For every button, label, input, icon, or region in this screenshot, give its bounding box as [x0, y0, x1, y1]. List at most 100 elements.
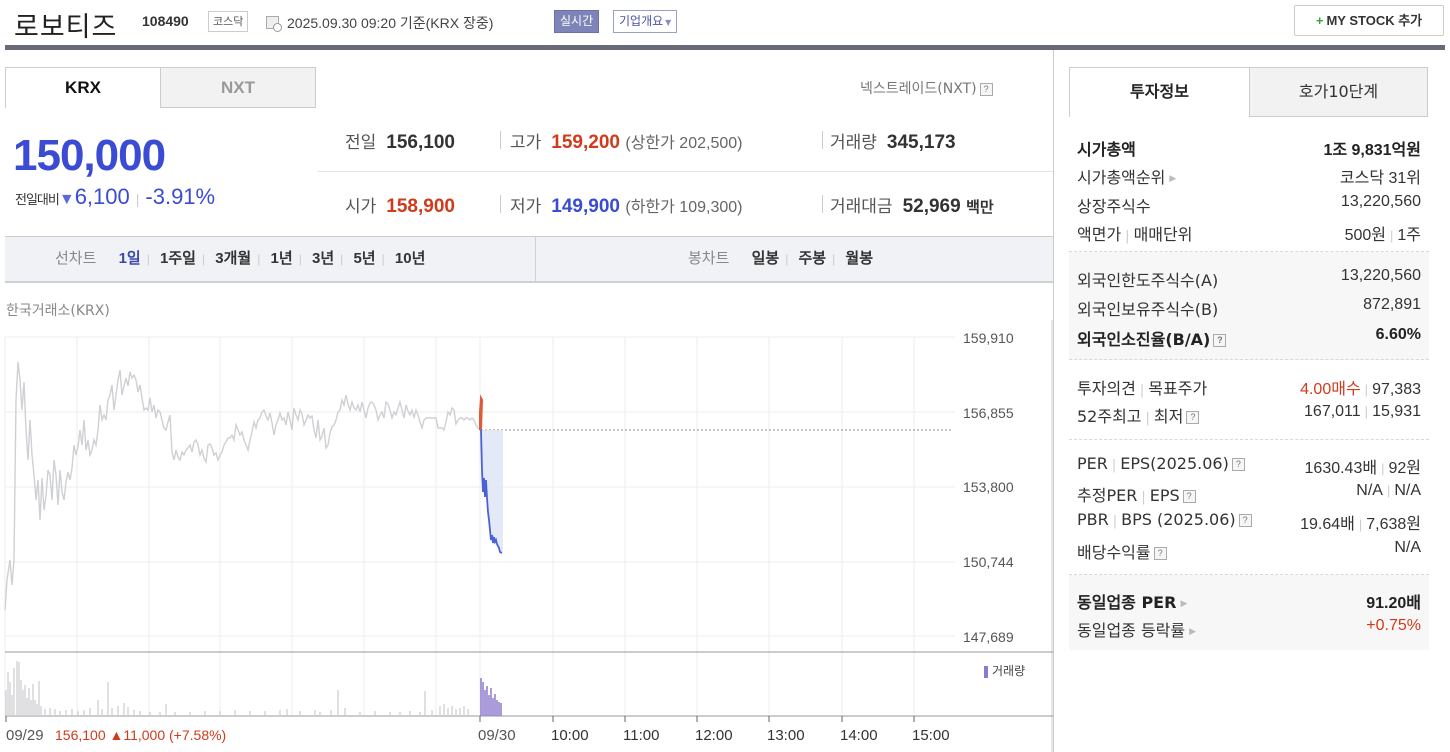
separator: |: [1358, 517, 1363, 532]
open-label: 시가: [345, 197, 377, 217]
tab-nxt[interactable]: NXT: [160, 67, 316, 108]
bps-label: BPS (2025.06): [1121, 510, 1236, 529]
add-mystock-label: MY STOCK 추가: [1326, 13, 1423, 28]
est-per-label-text: 추정PER: [1077, 486, 1138, 505]
sector-per-value: 91.20배: [1366, 595, 1421, 612]
separator: [822, 195, 823, 213]
stock-code: 108490: [142, 13, 189, 29]
x-tick-label: 09/30: [478, 727, 516, 744]
candle-chart-periods: 봉차트 일봉 | 주봉 | 월봉: [688, 237, 879, 281]
trade-value: 52,969: [902, 196, 961, 217]
trade-value-label: 거래대금: [830, 197, 893, 217]
period-1w[interactable]: 1주일: [160, 250, 196, 267]
period-3y[interactable]: 3년: [311, 250, 335, 267]
separator: [500, 131, 501, 149]
separator: |: [832, 252, 836, 266]
nxt-link-label: 넥스트레이드(NXT): [860, 81, 977, 97]
market-badge: 코스닥: [208, 11, 249, 32]
sector-per-row[interactable]: 동일업종 PER ▶ 91.20배: [1077, 589, 1421, 617]
sector-section: 동일업종 PER ▶ 91.20배 동일업종 등락률 ▶ +0.75%: [1069, 575, 1429, 650]
plus-icon: +: [1315, 13, 1324, 28]
sector-change-row[interactable]: 동일업종 등락률 ▶ +0.75%: [1077, 617, 1421, 645]
panel-divider: [1053, 50, 1054, 752]
company-overview-label: 기업개요: [619, 14, 664, 28]
help-icon[interactable]: ?: [1182, 490, 1196, 503]
help-icon[interactable]: ?: [1231, 458, 1245, 471]
candle-weekly[interactable]: 주봉: [798, 250, 827, 267]
stat-low: 저가 149,900 (하한가 109,300): [510, 192, 742, 218]
help-icon[interactable]: ?: [1213, 334, 1227, 347]
52week-label: 52주최고 | 최저?: [1077, 403, 1200, 427]
foreign-limit-row: 외국인한도주식수(A) 13,220,560: [1077, 267, 1421, 295]
line-chart-label: 선차트: [55, 250, 97, 267]
sector-change-label[interactable]: 동일업종 등락률 ▶: [1077, 617, 1196, 641]
realtime-button[interactable]: 실시간: [554, 10, 600, 33]
trade-unit: 1주: [1397, 227, 1421, 244]
listed-shares-row: 상장주식수 13,220,560: [1077, 193, 1421, 221]
dividend-row: 배당수익률? N/A: [1077, 539, 1421, 567]
sector-per-label-text: 동일업종 PER: [1077, 593, 1177, 612]
tab-order-book[interactable]: 호가10단계: [1249, 67, 1428, 117]
period-1y[interactable]: 1년: [270, 250, 293, 267]
separator: |: [1111, 458, 1117, 473]
low52-label: 최저: [1153, 407, 1184, 426]
eps-value: 92원: [1388, 460, 1421, 477]
tab-krx[interactable]: KRX: [5, 67, 161, 108]
candle-monthly[interactable]: 월봉: [845, 250, 873, 267]
change-percent: -3.91%: [145, 184, 216, 209]
separator: |: [201, 252, 206, 266]
valuation-section: PER | EPS(2025.06)? 1630.43배 | 92원 추정PER | EPS?…: [1069, 440, 1429, 575]
opinion-label-text: 투자의견: [1077, 379, 1136, 398]
candle-daily[interactable]: 일봉: [751, 250, 780, 267]
y-tick-label: 156,855: [963, 405, 1014, 421]
period-5y[interactable]: 5년: [353, 250, 376, 267]
market-cap-label: 시가총액: [1077, 140, 1136, 159]
est-per-label: 추정PER | EPS?: [1077, 482, 1196, 506]
listed-shares-value: 13,220,560: [1340, 193, 1421, 210]
dashed-divider: [1069, 251, 1429, 252]
header-divider-bar: [5, 45, 1445, 50]
market-cap-rank-label[interactable]: 시가총액순위 ▶: [1077, 164, 1176, 188]
price-chart[interactable]: [0, 320, 1053, 752]
candle-chart-label: 봉차트: [688, 250, 730, 267]
stat-open: 시가 158,900: [345, 192, 455, 218]
chevron-right-icon: ▶: [1189, 626, 1197, 637]
chevron-right-icon: ▶: [1180, 598, 1188, 609]
x-tick-label: 11:00: [623, 727, 660, 744]
add-mystock-button[interactable]: + MY STOCK 추가: [1294, 5, 1444, 36]
exchange-label: 한국거래소(KRX): [6, 303, 110, 319]
period-1d[interactable]: 1일: [118, 250, 141, 267]
high52-value: 167,011: [1304, 403, 1361, 420]
help-icon[interactable]: ?: [1153, 547, 1167, 560]
market-cap-rank-row[interactable]: 시가총액순위 ▶ 코스닥 31위: [1077, 164, 1421, 192]
separator: |: [146, 252, 150, 266]
sector-per-label[interactable]: 동일업종 PER ▶: [1077, 589, 1187, 613]
help-icon[interactable]: ?: [1186, 411, 1200, 424]
tab-invest-info[interactable]: 투자정보: [1069, 67, 1250, 117]
dividend-label-text: 배당수익률: [1077, 543, 1151, 562]
separator: |: [1386, 483, 1391, 498]
separator: [822, 131, 823, 149]
stock-header: 로보티즈 108490 코스닥 2025.09.30 09:20 기준(KRX …: [0, 0, 1450, 46]
nxt-info-link[interactable]: 넥스트레이드(NXT)?: [860, 78, 993, 98]
y-tick-label: 159,910: [963, 330, 1014, 346]
sector-change-label-text: 동일업종 등락률: [1077, 621, 1186, 640]
help-icon[interactable]: ?: [1238, 514, 1252, 527]
foreign-ratio-row: 외국인소진율(B/A)? 6.60%: [1077, 326, 1421, 354]
current-price: 150,000: [13, 131, 166, 180]
help-icon[interactable]: ?: [979, 82, 993, 96]
separator: |: [1139, 383, 1145, 398]
dashed-divider: [1069, 439, 1429, 440]
period-10y[interactable]: 10년: [394, 250, 426, 267]
x-tick-label: 15:00: [912, 727, 950, 744]
face-value-values: 500원 | 1주: [1345, 221, 1421, 245]
rank-label-text: 시가총액순위: [1077, 168, 1166, 187]
y-tick-label: 153,800: [963, 479, 1014, 495]
quote-datetime: 2025.09.30 09:20 기준(KRX 장중): [287, 15, 494, 31]
y-tick-label: 147,689: [963, 629, 1014, 645]
x-tick-label: 13:00: [767, 727, 805, 744]
period-3m[interactable]: 3개월: [215, 250, 252, 267]
52week-row: 52주최고 | 최저? 167,011 | 15,931: [1077, 403, 1421, 431]
opinion-label: 투자의견 | 목표주가: [1077, 375, 1207, 399]
company-overview-dropdown[interactable]: 기업개요 ▼: [613, 10, 678, 33]
